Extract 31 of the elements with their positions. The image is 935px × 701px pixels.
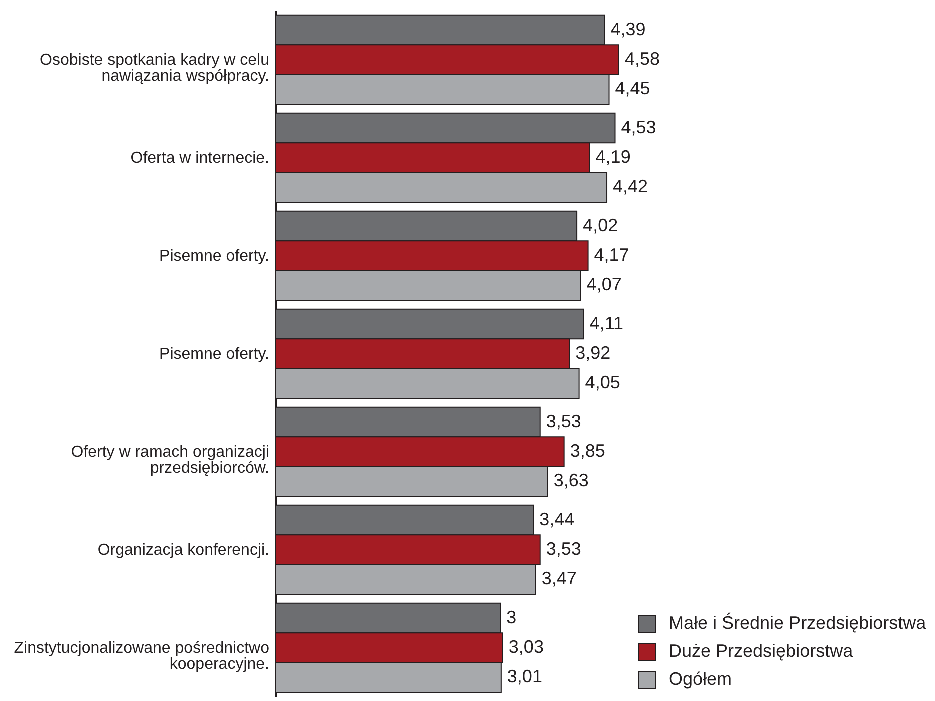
data-label: 4,07 [586,274,622,295]
data-label: 3,63 [554,470,589,491]
data-label: 3,92 [576,343,611,363]
data-label: 3 [506,607,517,628]
data-label: 4,17 [594,245,630,265]
legend-label: Ogółem [669,669,732,689]
data-label: 3,01 [507,666,542,687]
data-label: 4,58 [625,49,660,69]
data-label: 4,53 [621,117,656,138]
y-tick-label: Osobiste spotkania kadry w celu nawiązania współpracy. [40,52,270,85]
data-label: 4,45 [615,78,650,99]
data-label: 4,02 [583,215,618,236]
y-tick-label: Pisemne oferty. [160,346,270,363]
data-label: 4,11 [590,313,624,334]
data-label: 4,05 [585,372,620,393]
legend-label: Małe i Średnie Przedsiębiorstwa [669,612,928,633]
data-label: 3,53 [546,539,582,559]
data-label: 4,42 [613,176,648,197]
data-label: 3,03 [508,637,544,657]
y-tick-label: Organizacja konferencji. [98,542,270,559]
y-tick-label: Oferty w ramach organizacji przedsiębiorców. [71,444,270,477]
y-tick-label: Oferta w internecie. [130,150,270,167]
data-label: 4,19 [596,147,631,167]
data-label: 4,39 [610,19,646,40]
legend-label: Duże Przedsiębiorstwa [669,641,854,661]
y-tick-label: Pisemne oferty. [160,248,270,265]
y-tick-label: Zinstytucjonalizowane pośrednictwo kooperacyjne. [14,640,270,673]
data-label: 3,85 [570,441,606,461]
data-label: 3,44 [540,509,575,530]
data-label: 3,53 [546,411,582,432]
data-label: 3,47 [542,568,577,589]
